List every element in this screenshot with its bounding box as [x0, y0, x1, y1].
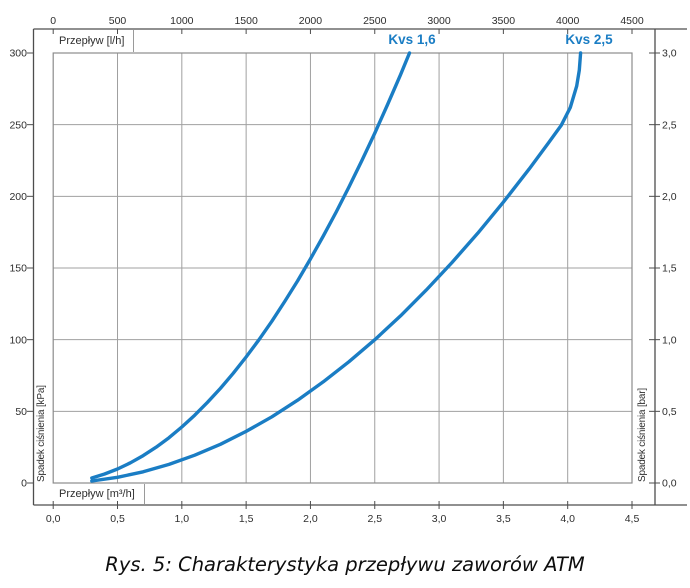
curve-label-kvs-2-5: Kvs 2,5 [565, 32, 613, 47]
bottom-axis-tick-label: 2,5 [367, 513, 382, 525]
right-axis-tick-label: 3,0 [662, 48, 677, 60]
top-axis-tick-label: 3000 [427, 15, 451, 27]
top-axis-tick-label: 1500 [234, 15, 258, 27]
top-axis-unit-label: Przepływ [l/h] [54, 30, 135, 52]
bottom-axis-unit-label: Przepływ [m³/h] [54, 484, 145, 504]
bottom-axis-tick-label: 0,5 [110, 513, 125, 525]
plot-frame [52, 52, 633, 484]
bottom-axis-tick-label: 1,0 [175, 513, 190, 525]
top-axis-tick-label: 1000 [170, 15, 194, 27]
top-axis-tick-label: 0 [50, 15, 56, 27]
bottom-axis-tick-label: 3,0 [432, 513, 447, 525]
top-axis-tick-label: 3500 [492, 15, 516, 27]
right-axis-tick-label: 0,0 [662, 478, 677, 490]
right-axis-tick-label: 0,5 [662, 406, 677, 418]
bottom-axis-tick-label: 1,5 [239, 513, 254, 525]
bottom-axis-tick-label: 0,0 [46, 513, 61, 525]
top-axis-tick-label: 4000 [556, 15, 580, 27]
bottom-axis-tick-label: 4,5 [625, 513, 640, 525]
top-axis-tick-label: 4500 [620, 15, 644, 27]
left-axis-tick-label: 200 [9, 191, 27, 203]
right-axis-tick-label: 1,5 [662, 263, 677, 275]
right-axis-unit-label: Spadek ciśnienia [bar] [637, 388, 648, 482]
bottom-axis-tick-label: 4,0 [560, 513, 575, 525]
top-axis-tick-label: 2000 [299, 15, 323, 27]
left-axis-tick-label: 0 [21, 478, 27, 490]
left-axis-unit-label: Spadek ciśnienia [kPa] [36, 385, 47, 482]
bottom-axis-tick-label: 2,0 [303, 513, 318, 525]
left-axis-tick-label: 100 [9, 334, 27, 346]
left-axis-tick-label: 250 [9, 119, 27, 131]
left-axis-tick-label: 150 [9, 263, 27, 275]
figure-caption: Rys. 5: Charakterystyka przepływu zaworó… [105, 553, 585, 576]
top-axis-unit-text: Przepływ [l/h] [59, 35, 125, 47]
bottom-axis-unit-text: Przepływ [m³/h] [59, 488, 135, 500]
curve-kvs-2-5 [90, 51, 583, 483]
left-axis-tick-label: 300 [9, 48, 27, 60]
curve-kvs-1-6 [90, 51, 412, 480]
bottom-axis-tick-label: 3,5 [496, 513, 511, 525]
top-axis-tick-label: 500 [109, 15, 127, 27]
top-axis-tick-label: 2500 [363, 15, 387, 27]
curve-label-kvs-1-6: Kvs 1,6 [388, 32, 436, 47]
left-axis-tick-label: 50 [15, 406, 27, 418]
right-axis-tick-label: 2,5 [662, 119, 677, 131]
right-axis-tick-label: 2,0 [662, 191, 677, 203]
right-axis-tick-label: 1,0 [662, 334, 677, 346]
